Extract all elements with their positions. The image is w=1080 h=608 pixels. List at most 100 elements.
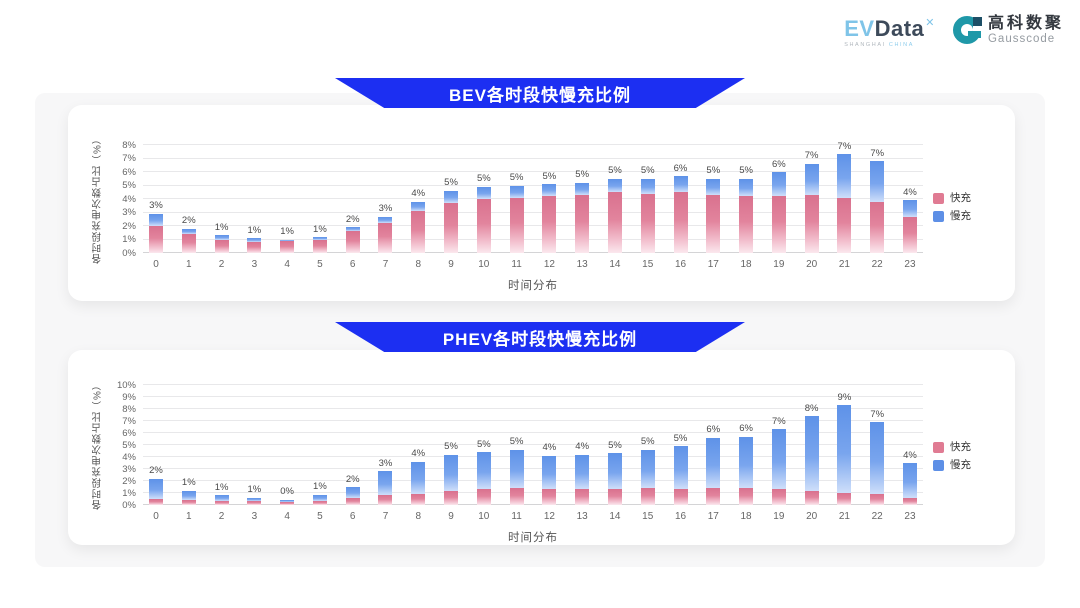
bar-segment-fast [640,488,655,505]
bar-segment-fast [902,216,917,253]
bar-segment-slow [902,463,917,498]
bar-total-label: 3% [149,200,163,212]
bar-segment-fast [247,241,262,253]
gridline [143,384,923,385]
bar-20 [804,385,819,505]
bar-segment-slow [345,487,360,498]
bar-slot-1: 2% [176,145,202,253]
legend-item-fast[interactable]: 快充 [933,442,999,453]
plot-area: 3% 2% 1% 1% 1% 1% 2% 3% 4% 5% 5% 5% 5% 5% 5% 5% 6% 5% 5% 6%… [122,140,923,257]
x-axis-tick-label: 0 [153,511,159,522]
x-axis-tick-label: 20 [806,259,818,270]
bar-17 [706,145,721,253]
bar-total-label: 5% [542,170,557,182]
x-axis-tick-label: 9 [448,511,454,522]
bar-segment-fast [181,500,196,505]
legend-item-slow[interactable]: 慢充 [933,460,999,471]
bar-segment-slow [476,452,491,490]
bar-total-label: 5% [673,432,688,444]
x-axis-tick-label: 9 [448,259,454,270]
y-axis-tick-label: 3% [122,463,136,475]
x-axis-tick-label: 13 [576,259,588,270]
x-axis-tick-label: 10 [478,511,490,522]
bar-total-label: 5% [706,165,721,177]
legend-item-slow[interactable]: 慢充 [933,211,999,222]
bar-15 [640,145,655,253]
bar-segment-slow [804,416,819,491]
bar-5 [312,145,327,253]
bar-0 [149,385,163,505]
x-axis-tick-label: 4 [284,511,290,522]
bar-segment-fast [345,497,360,505]
bar-8 [411,385,426,505]
x-axis-tick-label: 17 [707,511,719,522]
bar-segment-slow [575,454,590,490]
bar-5 [312,385,327,505]
y-axis-tick-label: 1% [122,233,136,245]
bar-3 [247,385,262,505]
x-axis-tick-label: 8 [415,511,422,522]
bar-19 [771,385,786,505]
x-axis-tick-label: 21 [838,259,850,270]
bar-total-label: 1% [214,221,229,233]
x-axis-labels: 0 1 2 3 4 5 6 7 8 9 10 11 12 13 14 15 16 17 18 19 20 21 22 23 [143,259,923,270]
bar-slot-4: 0% [274,385,300,505]
bar-segment-fast [542,489,557,505]
bar-slot-3: 1% [241,145,267,253]
bar-7 [378,385,393,505]
bar-segment-slow [411,201,426,212]
legend-swatch-fast [933,193,944,204]
bar-total-label: 4% [542,442,557,454]
evdata-ev-text: EV [844,16,875,41]
bar-4 [280,145,295,253]
bar-23 [902,145,917,253]
x-axis-tick-label: 15 [642,259,654,270]
bar-15 [640,385,655,505]
evdata-wordmark: EVData✕ [844,18,935,40]
bar-11 [509,145,524,253]
bar-segment-fast [739,488,754,505]
bar-14 [607,145,622,253]
bar-segment-slow [149,478,163,499]
y-axis-tick-label: 0% [122,499,136,511]
bar-segment-slow [870,422,885,495]
bar-segment-fast [312,239,327,253]
bar-segment-slow [640,178,655,194]
bar-segment-slow [312,494,327,501]
x-axis-tick-label: 6 [349,259,356,270]
bar-total-label: 1% [313,481,327,493]
bar-total-label: 5% [509,172,524,183]
x-axis-tick-label: 12 [543,259,555,270]
bar-13 [575,385,590,505]
legend-item-fast[interactable]: 快充 [933,193,999,204]
bar-slot-1: 1% [176,385,202,505]
bar-segment-slow [345,227,360,232]
bar-segment-fast [771,196,786,253]
bar-slot-5: 1% [307,145,333,253]
gridline [143,184,923,186]
bar-slot-13: 5% [569,145,595,253]
bar-segment-slow [247,238,262,242]
bar-slot-20: 8% [799,385,825,505]
gausscode-cn: 高科数聚 [987,15,1064,32]
bar-total-label: 3% [378,203,393,215]
bar-total-label: 7% [870,408,885,420]
x-axis-tick-label: 14 [609,259,621,270]
bar-4 [280,385,295,505]
bar-segment-slow [542,455,557,490]
bar-total-label: 5% [608,165,622,177]
bar-total-label: 3% [378,457,393,469]
gridline [143,211,923,213]
bar-segment-fast [280,502,295,505]
bar-slot-15: 5% [635,385,661,505]
bar-slot-2: 1% [209,385,235,505]
bar-segment-slow [837,154,852,198]
bar-slot-3: 1% [241,385,267,505]
gridline [143,432,923,433]
gridline [143,198,923,199]
x-axis-tick-label: 23 [904,511,916,522]
bar-slot-12: 5% [536,145,562,253]
y-axis-tick-label: 8% [122,403,136,415]
g-crossbar-shape [967,31,981,39]
bar-segment-fast [345,231,360,253]
